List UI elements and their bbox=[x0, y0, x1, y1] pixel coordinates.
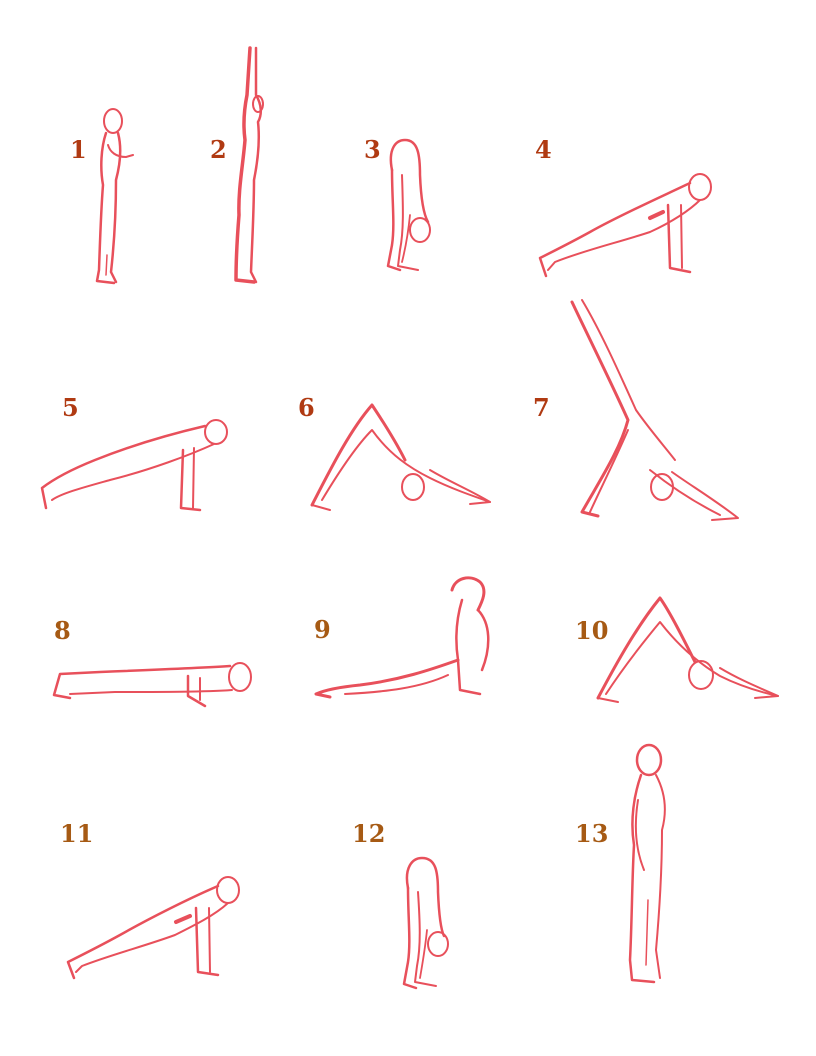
step-number-11: 11 bbox=[60, 819, 94, 848]
step-number-10: 10 bbox=[575, 616, 609, 645]
step-number-1: 1 bbox=[70, 135, 87, 164]
step-number-8: 8 bbox=[54, 616, 71, 645]
pose-figure-3-forward-fold bbox=[386, 138, 431, 272]
step-number-7: 7 bbox=[533, 393, 550, 422]
pose-figure-10-downward-dog bbox=[596, 596, 779, 703]
pose-figure-7-three-legged-dog bbox=[570, 299, 739, 521]
step-number-2: 2 bbox=[210, 135, 227, 164]
step-number-13: 13 bbox=[575, 819, 609, 848]
step-number-5: 5 bbox=[62, 393, 79, 422]
pose-figure-1-standing-palms-together bbox=[95, 108, 134, 285]
step-number-12: 12 bbox=[352, 819, 386, 848]
pose-figure-5-plank bbox=[40, 419, 228, 512]
pose-figure-9-upward-dog bbox=[314, 576, 490, 699]
pose-figure-12-forward-fold bbox=[402, 856, 449, 990]
step-number-9: 9 bbox=[314, 615, 331, 644]
pose-figure-11-low-lunge bbox=[66, 876, 240, 980]
step-number-6: 6 bbox=[298, 393, 315, 422]
pose-figure-6-downward-dog bbox=[310, 403, 491, 511]
pose-figure-8-chaturanga bbox=[52, 662, 252, 708]
step-number-4: 4 bbox=[535, 135, 552, 164]
pose-figure-4-low-lunge bbox=[538, 173, 712, 278]
step-number-3: 3 bbox=[364, 135, 381, 164]
pose-figure-2-arms-raised bbox=[234, 46, 264, 284]
pose-figure-13-standing bbox=[628, 743, 666, 984]
